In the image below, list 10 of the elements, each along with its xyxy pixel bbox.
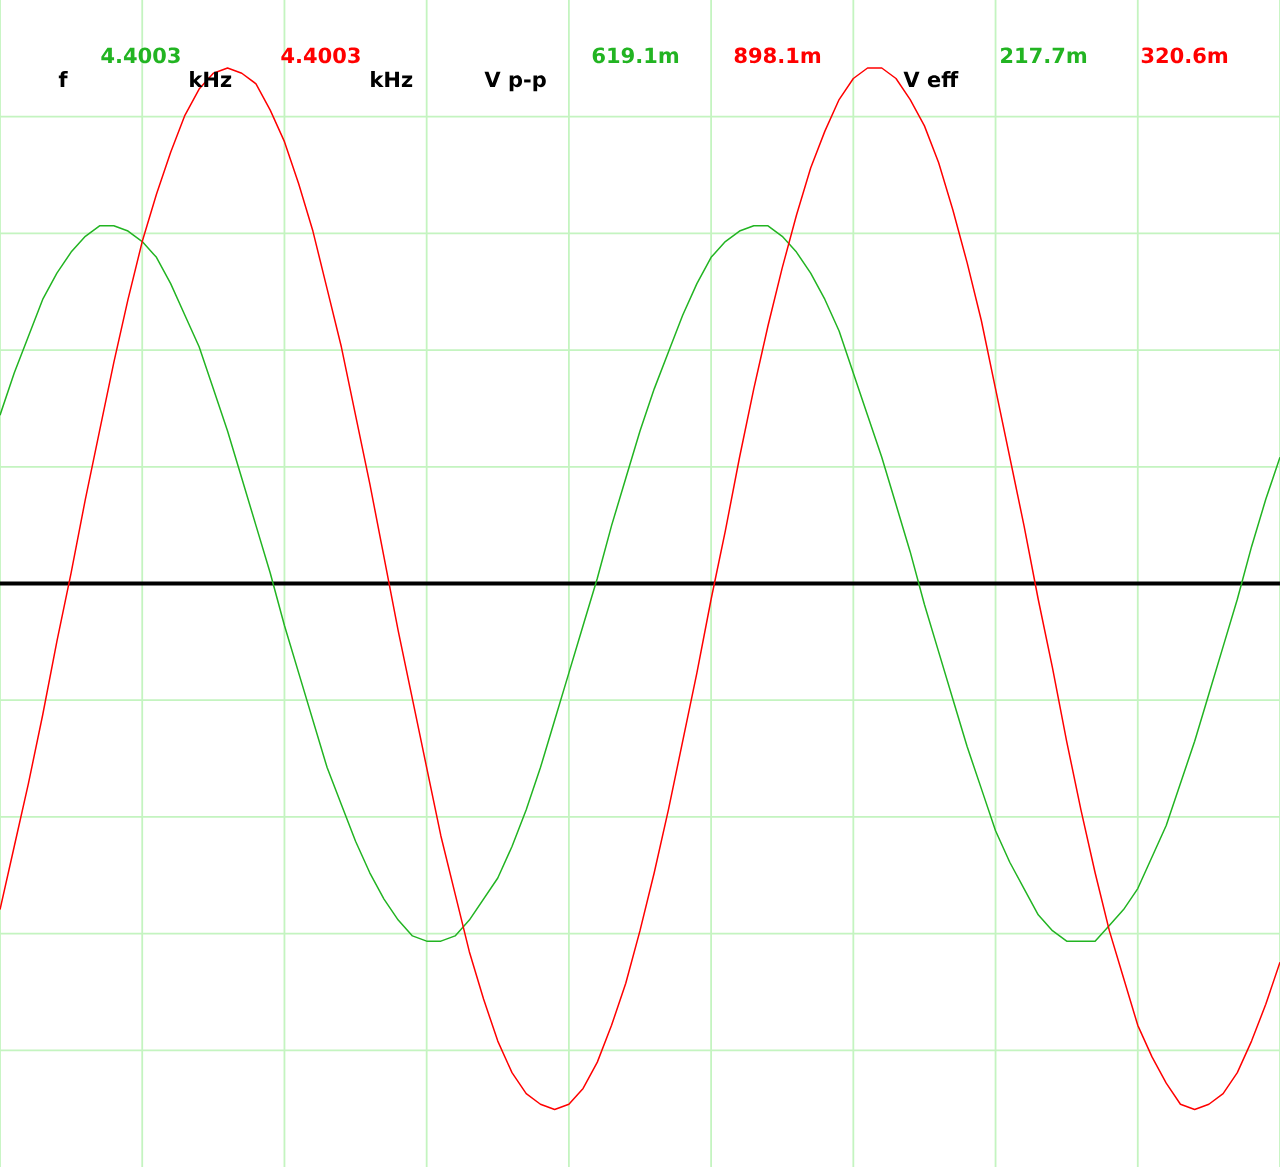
text: 217.7m: [1001, 47, 1087, 63]
annotation: f: [58, 71, 68, 87]
text: 4.4003: [101, 47, 180, 64]
annotation: V p-p: [484, 71, 546, 92]
annotation: V eff: [903, 71, 959, 88]
text: 4.4003: [281, 47, 360, 64]
text: 320.6m: [1141, 47, 1228, 64]
annotation: kHz: [371, 71, 413, 87]
text: 898.1m: [734, 47, 821, 64]
text: 619.1m: [592, 47, 679, 64]
